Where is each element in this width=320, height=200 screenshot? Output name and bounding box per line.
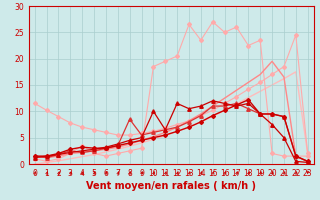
X-axis label: Vent moyen/en rafales ( km/h ): Vent moyen/en rafales ( km/h )	[86, 181, 256, 191]
